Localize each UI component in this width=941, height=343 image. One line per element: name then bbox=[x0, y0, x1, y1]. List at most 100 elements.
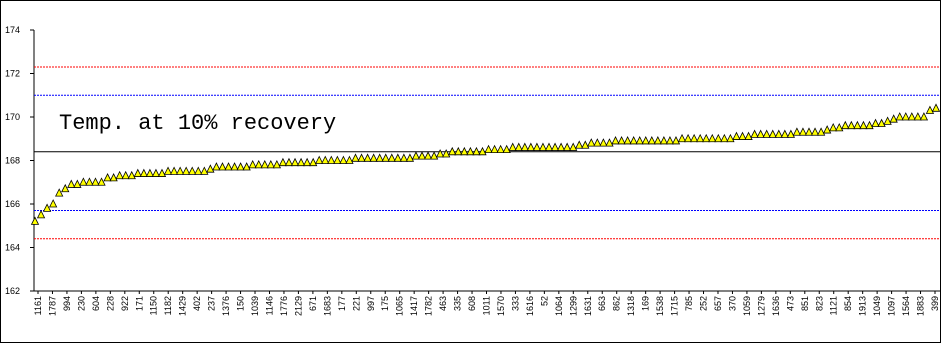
data-point bbox=[919, 112, 929, 121]
data-point bbox=[647, 136, 656, 145]
data-point bbox=[163, 166, 173, 175]
data-point bbox=[653, 136, 662, 145]
data-point bbox=[127, 170, 136, 180]
data-point bbox=[689, 133, 699, 143]
x-tick-label: 1161 bbox=[33, 296, 43, 315]
x-tick-label: 1683 bbox=[322, 296, 332, 316]
x-tick-label: 1631 bbox=[583, 296, 593, 316]
data-point bbox=[442, 149, 451, 158]
data-point bbox=[853, 120, 862, 130]
data-point bbox=[42, 203, 52, 212]
data-point bbox=[659, 136, 669, 145]
x-tick-label: 994 bbox=[62, 296, 72, 311]
data-point bbox=[798, 127, 808, 136]
data-point bbox=[587, 138, 596, 147]
x-tick-label: 1065 bbox=[395, 296, 405, 316]
data-point bbox=[823, 125, 832, 134]
reference-lines bbox=[34, 66, 940, 240]
data-point bbox=[230, 162, 239, 171]
x-tick-label: 237 bbox=[207, 296, 217, 311]
data-point bbox=[732, 131, 741, 140]
x-tick-label: 1616 bbox=[525, 296, 535, 316]
data-point bbox=[333, 155, 342, 164]
data-point bbox=[73, 179, 82, 188]
data-point bbox=[405, 153, 415, 162]
data-point bbox=[266, 159, 275, 169]
data-point bbox=[738, 131, 747, 140]
x-tick-label: 473 bbox=[785, 296, 795, 311]
y-tick-label: 174 bbox=[5, 25, 20, 35]
x-tick-label: 851 bbox=[800, 296, 810, 311]
x-tick-label: 854 bbox=[843, 296, 853, 311]
x-tick-label: 1097 bbox=[887, 296, 897, 316]
x-tick-label: 169 bbox=[641, 296, 651, 311]
y-tick-label: 166 bbox=[5, 199, 20, 209]
data-point bbox=[841, 120, 850, 130]
x-tick-label: 1782 bbox=[424, 296, 434, 316]
x-tick-label: 52 bbox=[539, 296, 549, 306]
y-tick-label: 168 bbox=[5, 156, 20, 166]
data-point bbox=[750, 129, 759, 138]
data-point bbox=[514, 142, 523, 151]
x-tick-label: 335 bbox=[453, 296, 463, 311]
data-point bbox=[641, 136, 650, 145]
x-tick-label: 175 bbox=[380, 296, 390, 311]
data-point bbox=[780, 129, 789, 138]
x-tick-label: 1318 bbox=[626, 296, 636, 316]
x-tick-label: 399 bbox=[930, 296, 940, 311]
x-tick-label: 1279 bbox=[756, 296, 766, 316]
data-point bbox=[835, 122, 844, 132]
data-point bbox=[393, 153, 402, 162]
data-point bbox=[508, 142, 517, 151]
data-point bbox=[702, 133, 711, 143]
data-point bbox=[133, 168, 142, 177]
data-point bbox=[593, 138, 602, 147]
data-point bbox=[188, 166, 197, 175]
x-tick-label: 228 bbox=[105, 296, 115, 311]
x-tick-label: 608 bbox=[467, 296, 477, 311]
data-point bbox=[907, 112, 916, 121]
data-point bbox=[526, 142, 535, 151]
data-point bbox=[774, 129, 783, 138]
data-point bbox=[103, 173, 112, 182]
data-point bbox=[484, 144, 493, 154]
x-tick-label: 785 bbox=[684, 296, 694, 311]
data-point bbox=[218, 162, 227, 171]
data-point bbox=[417, 151, 427, 160]
x-tick-label: 1182 bbox=[163, 296, 173, 315]
data-point bbox=[829, 122, 838, 132]
data-point bbox=[575, 140, 584, 149]
data-point bbox=[756, 129, 765, 138]
data-point bbox=[151, 168, 161, 177]
data-point bbox=[877, 118, 886, 127]
data-point bbox=[436, 149, 445, 158]
data-point bbox=[895, 112, 904, 121]
x-tick-label: 1049 bbox=[872, 296, 882, 316]
data-point bbox=[315, 155, 324, 164]
data-point bbox=[61, 183, 70, 193]
data-point bbox=[36, 209, 46, 219]
x-tick-label: 333 bbox=[510, 296, 520, 311]
x-tick-label: 1429 bbox=[178, 296, 188, 316]
x-tick-label: 221 bbox=[351, 296, 361, 311]
data-point bbox=[200, 166, 209, 175]
x-tick-label: 171 bbox=[134, 296, 144, 311]
x-tick-label: 997 bbox=[366, 296, 376, 311]
x-tick-label: 862 bbox=[612, 296, 622, 311]
x-tick-label: 1715 bbox=[670, 296, 680, 316]
x-tick-label: 1121 bbox=[829, 296, 839, 315]
data-point bbox=[145, 168, 155, 177]
chart-annotation: Temp. at 10% recovery bbox=[59, 111, 336, 136]
x-tick-label: 2129 bbox=[293, 296, 303, 316]
data-point bbox=[544, 142, 554, 151]
data-point bbox=[175, 166, 185, 175]
data-point bbox=[520, 142, 529, 151]
data-point bbox=[532, 142, 542, 151]
data-point bbox=[169, 166, 179, 175]
x-ticks: 1161 1787 994 230 604 228 922 171 1150 1182 1429 40… bbox=[33, 291, 940, 316]
data-point bbox=[224, 162, 233, 171]
data-point bbox=[67, 179, 76, 188]
data-point bbox=[381, 153, 390, 162]
data-point bbox=[157, 168, 167, 177]
x-tick-label: 1913 bbox=[858, 296, 868, 316]
